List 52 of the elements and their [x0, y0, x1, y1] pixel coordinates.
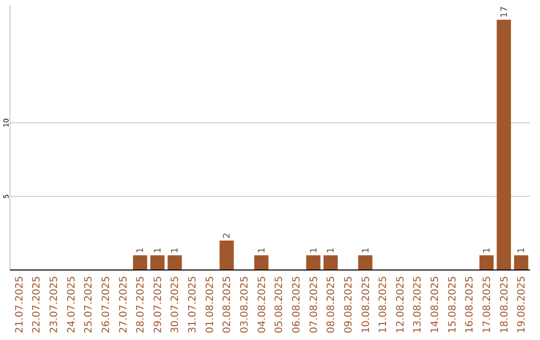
x-tick-label: 30.07.2025 — [170, 276, 182, 334]
x-tick-label: 16.08.2025 — [464, 276, 476, 334]
x-tick-label: 17.08.2025 — [482, 276, 494, 334]
data-label: 17 — [500, 6, 510, 18]
x-tick-label: 22.07.2025 — [32, 276, 43, 334]
x-tick-label: 01.08.2025 — [204, 276, 216, 334]
x-tick-label: 31.07.2025 — [188, 276, 199, 334]
bar — [150, 255, 165, 270]
bar — [324, 255, 338, 270]
data-label: 1 — [153, 248, 164, 254]
bar — [496, 20, 511, 270]
x-tick-label: 03.08.2025 — [240, 276, 251, 334]
x-tick-label: 04.08.2025 — [256, 276, 268, 334]
x-tick-label: 24.07.2025 — [66, 276, 78, 334]
data-label: 1 — [170, 248, 181, 254]
bar — [306, 255, 320, 270]
data-label: 1 — [136, 248, 146, 254]
x-tick-label: 07.08.2025 — [308, 276, 320, 334]
bar — [358, 255, 372, 270]
x-tick-label: 13.08.2025 — [412, 276, 424, 334]
bar — [254, 255, 268, 270]
x-tick-label: 06.08.2025 — [291, 276, 302, 334]
x-tick-label: 23.07.2025 — [48, 276, 60, 334]
data-label: 1 — [257, 248, 268, 254]
x-tick-label: 12.08.2025 — [395, 276, 406, 334]
data-label: 1 — [326, 248, 337, 254]
x-tick-label: 28.07.2025 — [136, 276, 147, 334]
data-label: 1 — [309, 248, 320, 254]
bar — [220, 240, 234, 270]
data-label: 1 — [482, 248, 493, 254]
x-tick-label: 25.07.2025 — [84, 276, 95, 334]
x-tick-label: 09.08.2025 — [343, 276, 354, 334]
bar — [132, 255, 148, 270]
x-tick-label: 26.07.2025 — [100, 276, 112, 334]
x-tick-label: 02.08.2025 — [222, 276, 234, 334]
x-tick-label: 10.08.2025 — [360, 276, 372, 334]
x-tick-label: 27.07.2025 — [118, 276, 130, 334]
x-tick-label: 05.08.2025 — [274, 276, 286, 334]
x-tick-label: 18.08.2025 — [499, 276, 510, 334]
x-tick-label: 29.07.2025 — [152, 276, 164, 334]
x-tick-label: 15.08.2025 — [447, 276, 458, 334]
data-label: 1 — [517, 248, 528, 254]
x-tick-label: 19.08.2025 — [516, 276, 528, 334]
data-label: 2 — [222, 232, 233, 239]
x-tick-label: 08.08.2025 — [326, 276, 338, 334]
x-tick-label: 11.08.2025 — [378, 276, 390, 334]
bar — [168, 255, 182, 270]
x-tick-label: 14.08.2025 — [430, 276, 442, 334]
bar — [514, 255, 528, 270]
data-label: 1 — [361, 248, 372, 254]
bar — [479, 255, 494, 270]
x-tick-label: 21.07.2025 — [14, 276, 26, 334]
